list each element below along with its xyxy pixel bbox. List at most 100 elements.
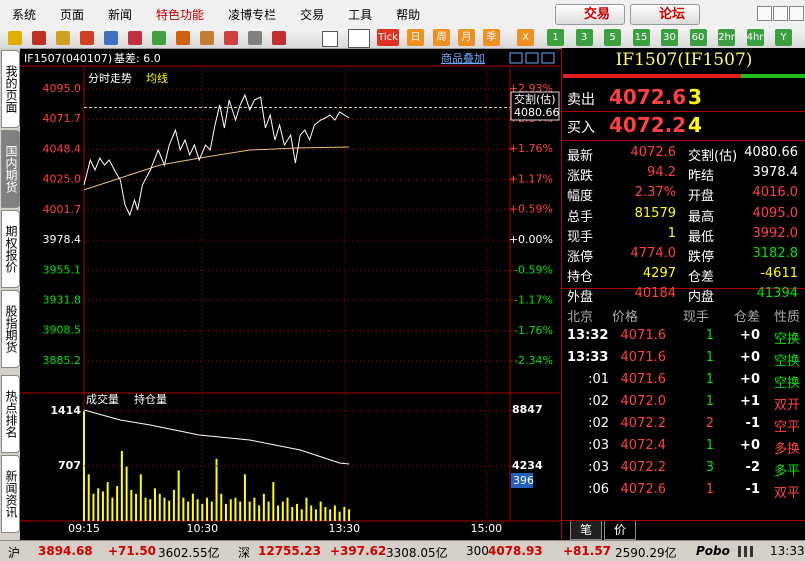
panel-icon[interactable] [509, 52, 523, 64]
order-label: 卖出 [567, 92, 595, 108]
menu-item[interactable]: 帮助 [396, 7, 421, 22]
volume-bar [291, 506, 294, 521]
volume-bar [97, 488, 100, 521]
period-button[interactable]: Y [775, 29, 792, 46]
tool-icon[interactable] [248, 31, 262, 45]
period-button[interactable]: 4hr [746, 29, 764, 46]
overlay-link[interactable]: 商品叠加 [441, 51, 485, 65]
side-tab[interactable]: 期权报价 [1, 210, 20, 288]
tool-icon[interactable] [8, 31, 22, 45]
menu-item[interactable]: 页面 [60, 7, 85, 22]
tick-cell: 4072.2 [620, 416, 667, 431]
quote-title: IF1507(IF1507) [615, 50, 753, 70]
quote-label: 最低 [688, 229, 715, 245]
menu-item[interactable]: 凌博专栏 [228, 7, 277, 22]
period-button[interactable]: Tick [377, 29, 399, 46]
menu-item[interactable]: 新闻 [108, 7, 133, 22]
tool-icon[interactable] [56, 31, 70, 45]
period-button[interactable]: 30 [661, 29, 678, 46]
period-button[interactable]: 2hr [718, 29, 735, 46]
market-change: +397.62 [330, 544, 387, 558]
tool-icon[interactable] [176, 31, 190, 45]
tool-icon[interactable] [224, 31, 238, 45]
volume-bar [281, 501, 284, 521]
tool-icon[interactable] [104, 31, 118, 45]
quote-label: 持仓 [567, 270, 594, 286]
price-tick-label: 3955.1 [43, 263, 82, 276]
window-control[interactable] [789, 6, 804, 21]
tick-cell: -1 [745, 416, 760, 431]
percent-tick-label: +0.59% [509, 203, 553, 216]
panel-icon[interactable] [541, 52, 555, 64]
side-tab[interactable]: 热点排名 [1, 375, 20, 453]
volume-bar [116, 485, 119, 521]
period-button[interactable]: 15 [632, 29, 650, 46]
quote-value: 40184 [634, 286, 676, 302]
price-tick-label: 3931.8 [43, 294, 82, 307]
menu-item[interactable]: 工具 [348, 7, 373, 22]
brand: Pobo [696, 544, 730, 558]
menu-item[interactable]: 系统 [12, 7, 37, 22]
side-tab[interactable]: 股指期货 [1, 290, 20, 368]
menu-item[interactable]: 特色功能 [156, 7, 205, 22]
window-control[interactable] [773, 6, 788, 21]
tool-icon[interactable] [32, 31, 46, 45]
period-button[interactable]: 月 [458, 29, 475, 46]
quote-value: 94.2 [647, 165, 676, 181]
menu-item[interactable]: 交易 [300, 7, 325, 22]
forum-button[interactable]: 论坛 [630, 4, 700, 25]
tool-icon[interactable] [128, 31, 142, 45]
tool-icon[interactable] [152, 31, 166, 45]
tick-header: 现手 [682, 310, 709, 325]
quote-value: 4095.0 [752, 205, 799, 221]
tick-cell: +0 [740, 328, 760, 343]
side-tab[interactable]: 国内期货 [1, 130, 20, 208]
quote-label: 总手 [567, 209, 594, 225]
quote-label: 交割(估) [688, 149, 738, 164]
quote-value: -4611 [760, 266, 798, 282]
period-button[interactable]: X [517, 29, 534, 46]
volume-bar [239, 501, 242, 521]
bottom-tab[interactable]: 笔 [570, 521, 602, 540]
divider [562, 111, 805, 112]
tick-cell: 多换 [773, 442, 800, 457]
trade-button[interactable]: 交易 [555, 4, 625, 25]
cursor-label: 396 [513, 474, 534, 487]
bottom-tab[interactable]: 价 [604, 521, 636, 540]
quote-label: 最高 [688, 209, 715, 225]
quote-panel: IF1507(IF1507) 卖出 4072.6 3 买入 4072.2 4 最新 4072.6… [561, 48, 805, 541]
quote-label: 仓差 [688, 270, 715, 286]
tick-cell: :01 [588, 372, 609, 387]
period-button[interactable]: 3 [575, 29, 593, 46]
button-label: 交易 [583, 7, 610, 22]
tick-cell: :03 [588, 460, 609, 475]
volume-bar [314, 509, 317, 521]
volume-bar [130, 489, 133, 521]
period-button[interactable]: 1 [547, 29, 564, 46]
market-change: +71.50 [108, 544, 157, 558]
volume-bar [220, 493, 223, 521]
volume-bar [258, 505, 261, 521]
period-button[interactable]: 60 [689, 29, 707, 46]
clock: 13:33 [770, 544, 805, 558]
tool-icon[interactable] [200, 31, 214, 45]
basis-label: 基差: 6.0 [114, 51, 161, 65]
tick-cell: 空换 [773, 354, 800, 369]
tool-icon[interactable] [348, 29, 370, 48]
tick-cell: 4071.6 [620, 372, 667, 387]
symbol-label: IF1507(040107) [24, 52, 112, 65]
tool-icon[interactable] [80, 31, 94, 45]
period-button[interactable]: 季 [483, 29, 500, 46]
period-button[interactable]: 日 [407, 29, 424, 46]
tool-icon[interactable] [272, 31, 286, 45]
window-control[interactable] [757, 6, 772, 21]
order-volume: 3 [688, 85, 702, 109]
side-tab[interactable]: 新闻资讯 [1, 455, 20, 533]
panel-icon[interactable] [525, 52, 539, 64]
tool-icon[interactable] [322, 31, 338, 47]
divider [562, 288, 805, 289]
period-button[interactable]: 周 [433, 29, 450, 46]
period-button[interactable]: 5 [604, 29, 621, 46]
tick-cell: 13:33 [567, 350, 609, 365]
side-tab[interactable]: 我的页面 [1, 50, 20, 128]
